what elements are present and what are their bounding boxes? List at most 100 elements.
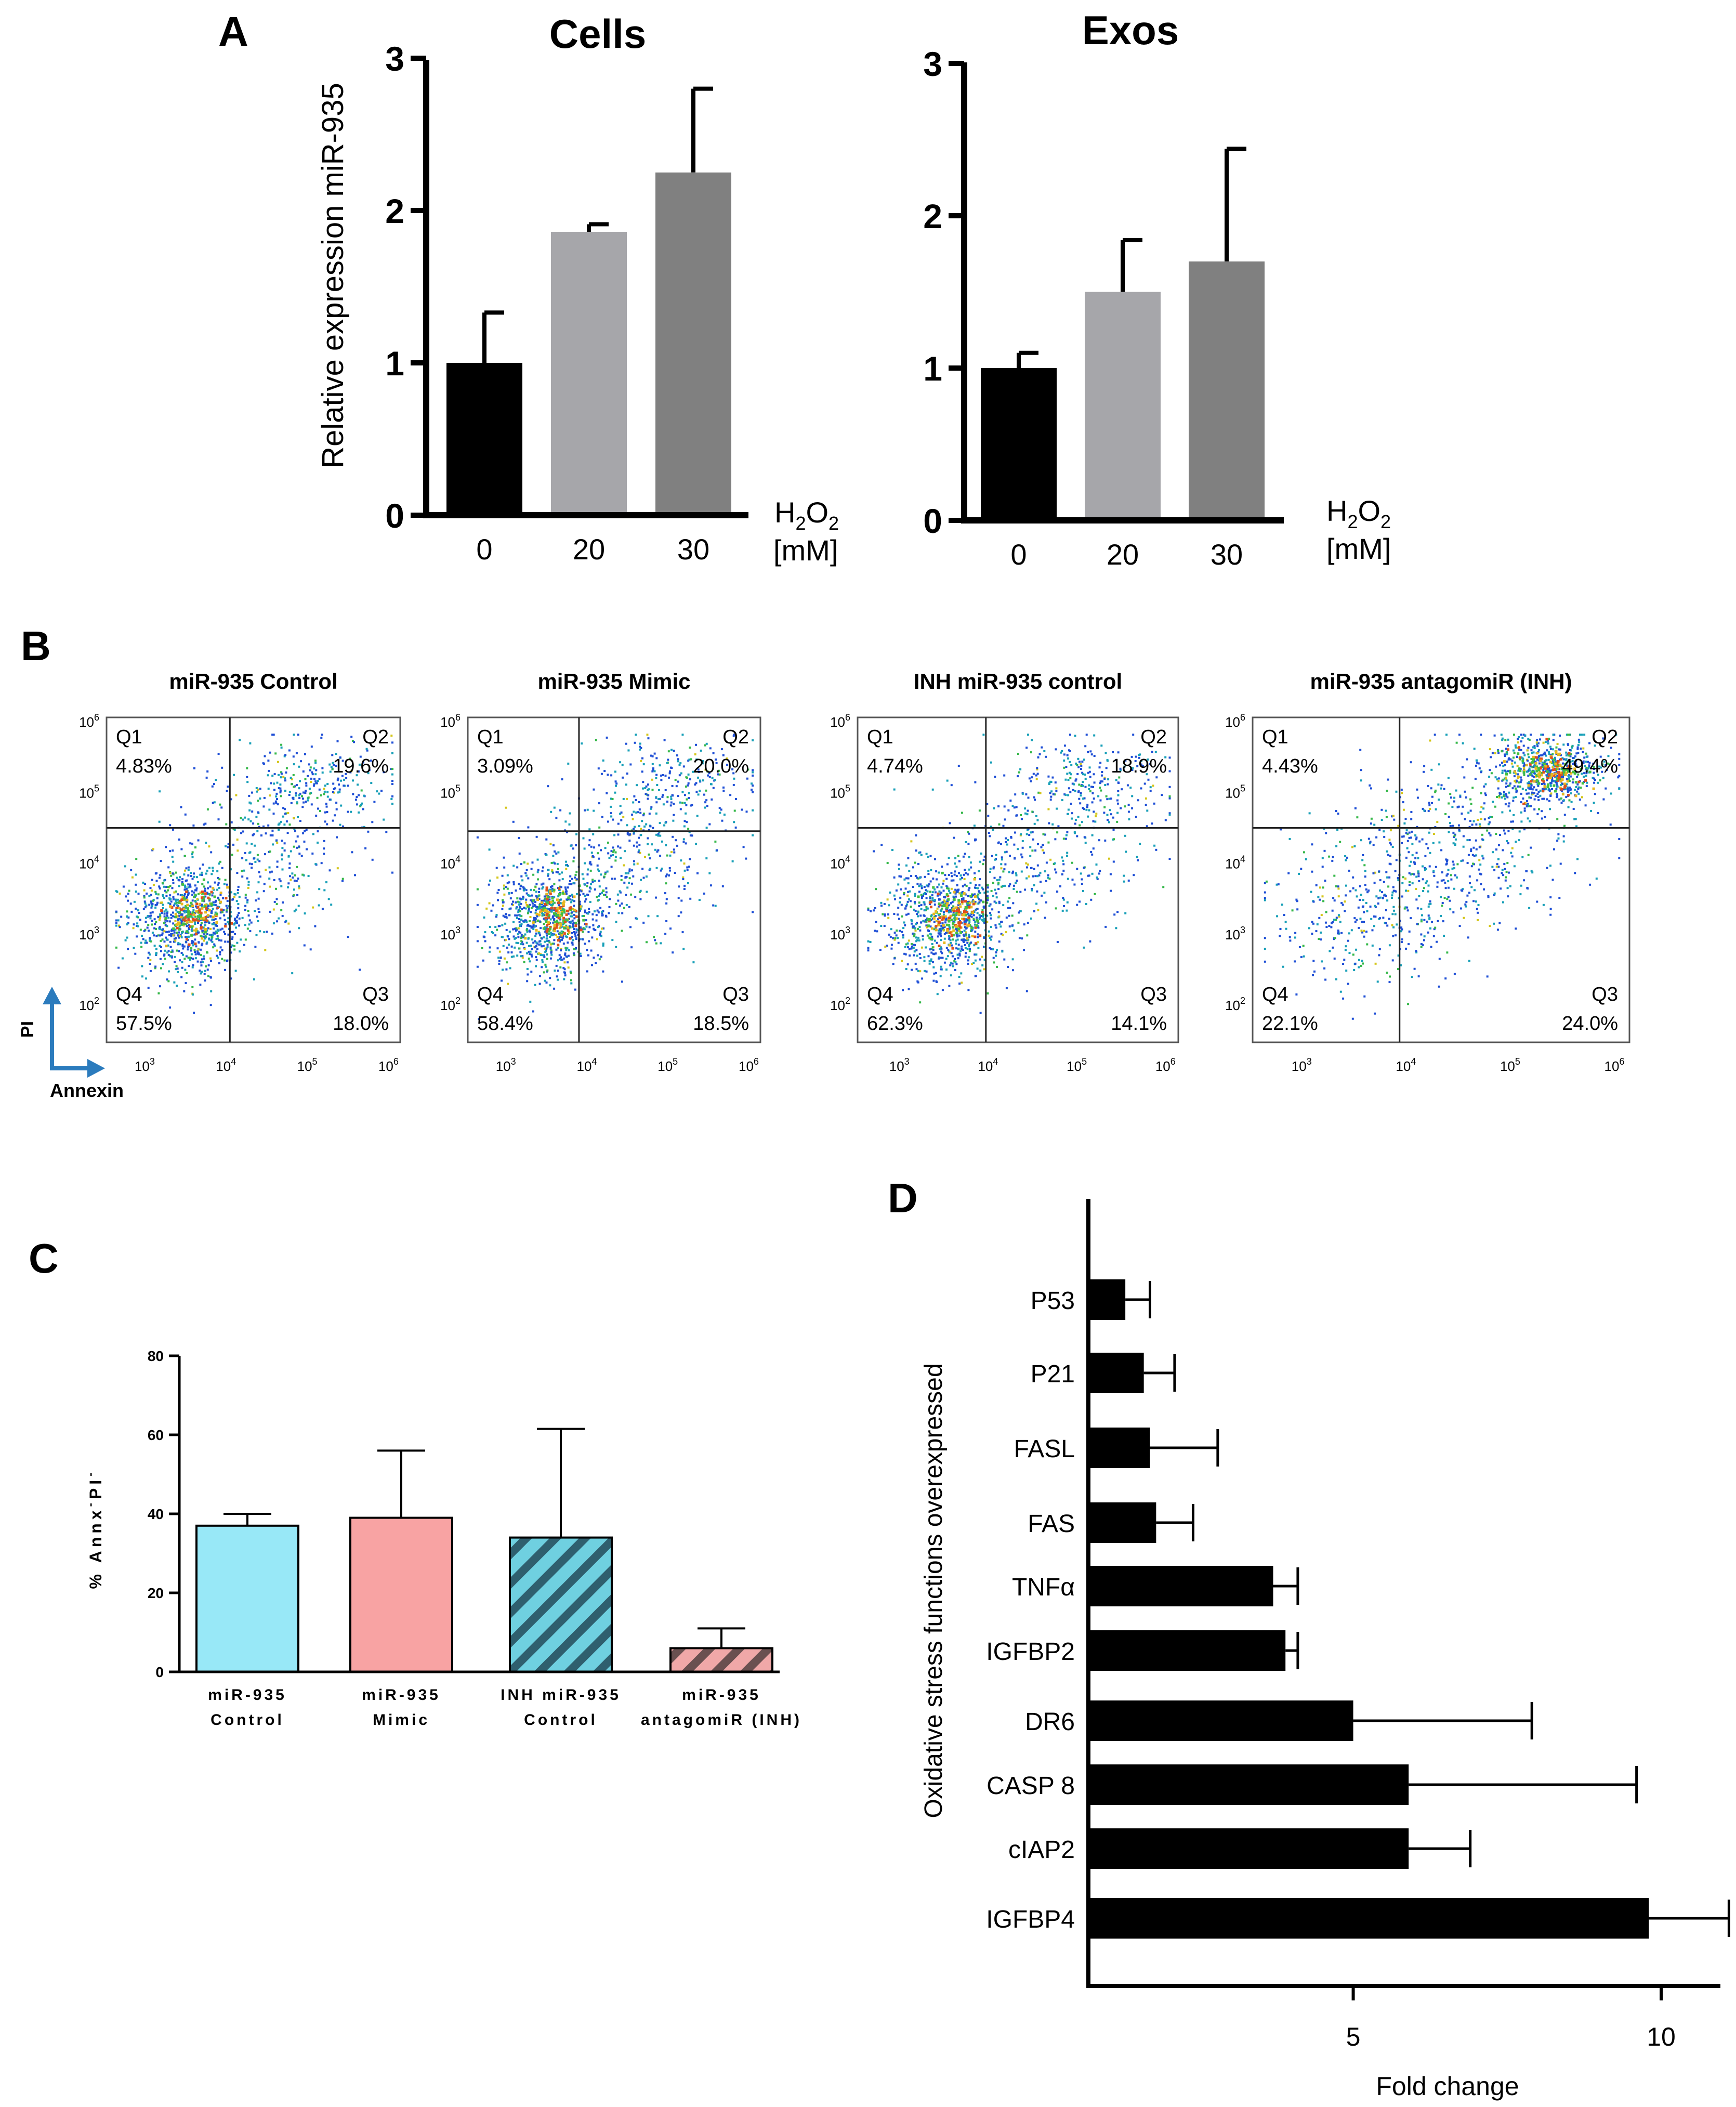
flow-panel: miR-935 antagomiR (INH) Q1 4.43% Q2 49.4% Q3 2…	[1225, 669, 1630, 1074]
bar	[349, 1516, 453, 1673]
y-tick-label: P21	[1031, 1360, 1075, 1388]
y-tick-label: 0	[385, 496, 404, 535]
x-tick-label: 30	[677, 533, 709, 566]
annexin-axis-label: Annexin	[50, 1080, 124, 1101]
y-tick-label: 105	[79, 783, 99, 801]
x-tick-label: 106	[378, 1056, 399, 1074]
y-tick-label: FASL	[1014, 1435, 1075, 1463]
x-tick-label: 104	[978, 1056, 998, 1074]
x-tick-label: Mimic	[373, 1711, 430, 1729]
quadrant-percent: 4.74%	[867, 755, 923, 777]
bar	[446, 363, 522, 515]
quadrant-name: Q1	[1262, 726, 1288, 748]
bar	[1088, 1279, 1126, 1320]
flow-dots	[1264, 734, 1621, 1020]
chart-d: Oxidative stress functions overexpressed…	[920, 1199, 1730, 2101]
y-tick-label: 106	[1225, 712, 1245, 730]
quadrant-percent: 20.0%	[693, 755, 749, 777]
y-tick-label: IGFBP2	[986, 1638, 1075, 1666]
x-tick-label: 104	[1396, 1056, 1416, 1074]
y-tick-label: 1	[923, 349, 942, 388]
y-tick-label: 2	[923, 197, 942, 235]
y-tick-label: 106	[830, 712, 850, 730]
chart-d-xlabel: Fold change	[1376, 2072, 1519, 2101]
x-tick-label: 106	[739, 1056, 759, 1074]
y-tick-label: cIAP2	[1008, 1836, 1075, 1864]
x-tick-label: 104	[576, 1056, 597, 1074]
bar	[1088, 1700, 1353, 1741]
y-tick-label: 0	[923, 502, 942, 540]
y-tick-label: IGFBP4	[986, 1906, 1075, 1933]
quadrant-name: Q2	[1140, 726, 1167, 748]
x-tick-label: miR-935	[682, 1686, 761, 1704]
x-tick-label: 30	[1211, 538, 1243, 571]
y-tick-label: FAS	[1028, 1510, 1075, 1538]
x-tick-label: 20	[573, 533, 605, 566]
quadrant-name: Q3	[362, 984, 389, 1005]
x-tick-label: 0	[1010, 538, 1027, 571]
x-tick-label: 103	[889, 1056, 910, 1074]
quadrant-percent: 18.0%	[333, 1013, 389, 1035]
bar	[1088, 1898, 1649, 1939]
quadrant-percent: 24.0%	[1562, 1013, 1618, 1035]
y-tick-label: 105	[1225, 783, 1245, 801]
y-tick-label: 104	[1225, 854, 1245, 872]
x-tick-label: 104	[216, 1056, 236, 1074]
chart-b-axis-key: PI Annexin	[18, 987, 124, 1101]
y-tick-label: 105	[440, 783, 461, 801]
bar	[1088, 1630, 1286, 1671]
y-tick-label: 60	[148, 1427, 164, 1443]
x-tick-label: miR-935	[362, 1686, 441, 1704]
chart-a-cells: Cells Relative expression miR-935 0 20 30 0…	[316, 11, 839, 567]
y-tick-label: 3	[923, 45, 942, 83]
bar	[655, 172, 731, 515]
panel-label-c: C	[29, 1235, 59, 1281]
x-tick-label: 103	[496, 1056, 516, 1074]
y-tick-label: 104	[440, 854, 461, 872]
y-tick-label: 102	[830, 996, 850, 1013]
bar	[1088, 1764, 1409, 1805]
svg-text:H2O2: H2O2	[774, 496, 839, 534]
quadrant-percent: 3.09%	[477, 755, 533, 777]
quadrant-percent: 14.1%	[1111, 1013, 1167, 1035]
x-tick-label: 20	[1107, 538, 1139, 571]
flow-dots	[476, 734, 754, 1020]
bar	[981, 368, 1057, 520]
flow-panel-title: INH miR-935 control	[914, 669, 1122, 693]
bar	[1088, 1428, 1150, 1468]
quadrant-percent: 18.9%	[1111, 755, 1167, 777]
flow-dots	[115, 734, 393, 1014]
bar	[1088, 1353, 1144, 1393]
quadrant-name: Q2	[1592, 726, 1618, 748]
quadrant-percent: 62.3%	[867, 1013, 923, 1035]
y-tick-label: 20	[148, 1585, 164, 1601]
svg-text:H2O2: H2O2	[1326, 494, 1391, 532]
x-tick-label: Control	[211, 1711, 284, 1729]
y-tick-label: 103	[440, 925, 461, 943]
y-tick-label: CASP 8	[987, 1772, 1075, 1800]
bar	[1085, 292, 1161, 520]
bar	[1088, 1566, 1273, 1606]
quadrant-percent: 22.1%	[1262, 1013, 1318, 1035]
bar	[669, 1647, 773, 1673]
flow-panel-title: miR-935 Mimic	[537, 669, 690, 693]
flow-panel-title: miR-935 antagomiR (INH)	[1310, 669, 1572, 693]
x-tick-label: 105	[1500, 1056, 1520, 1074]
x-tick-label: INH miR-935	[501, 1686, 621, 1704]
x-tick-label: 10	[1647, 2022, 1676, 2051]
quadrant-name: Q4	[116, 984, 142, 1005]
chart-d-ylabel: Oxidative stress functions overexpressed	[920, 1363, 948, 1818]
x-tick-label: 106	[1155, 1056, 1176, 1074]
bar	[1088, 1828, 1409, 1869]
x-tick-label: 105	[297, 1056, 318, 1074]
y-tick-label: 102	[79, 996, 99, 1013]
x-tick-label: miR-935	[208, 1686, 287, 1704]
panel-label-a: A	[218, 8, 248, 55]
bar	[1189, 261, 1265, 520]
annexin-arrow-head	[87, 1059, 105, 1078]
y-tick-label: 103	[79, 925, 99, 943]
chart-c: % Annx-PI- miR-935 Control miR-935 Mimic INH…	[84, 1348, 799, 1729]
x-tick-label: 105	[1067, 1056, 1087, 1074]
quadrant-name: Q2	[362, 726, 389, 748]
